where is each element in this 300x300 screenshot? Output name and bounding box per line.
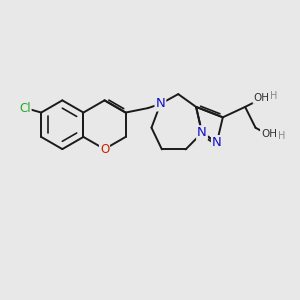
Text: N: N — [197, 126, 207, 139]
Text: N: N — [212, 136, 222, 149]
Text: OH: OH — [254, 93, 269, 103]
Text: OH: OH — [261, 129, 277, 139]
Text: H: H — [278, 131, 285, 141]
Text: Cl: Cl — [19, 102, 31, 115]
Text: N: N — [155, 98, 165, 110]
Text: H: H — [270, 91, 278, 100]
Text: O: O — [100, 142, 109, 156]
